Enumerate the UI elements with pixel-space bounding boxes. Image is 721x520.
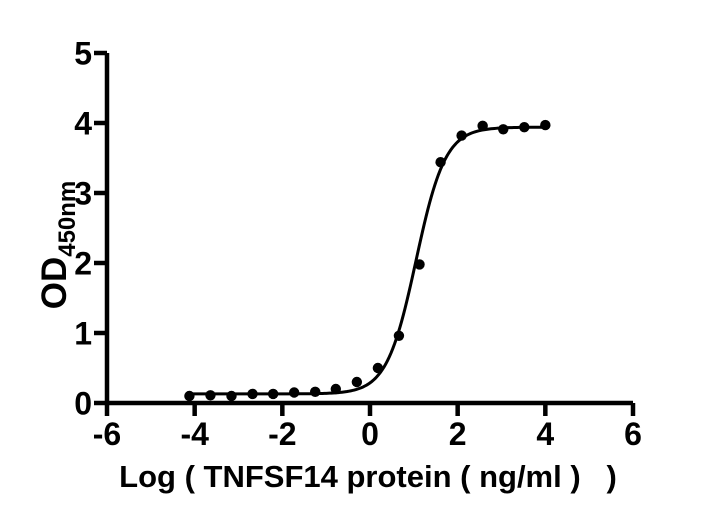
data-point [351, 376, 363, 388]
data-point [414, 259, 425, 270]
x-tick-label: 6 [624, 416, 642, 452]
y-tick-label: 3 [74, 176, 92, 212]
data-point [498, 124, 509, 135]
y-tick-label: 2 [74, 246, 92, 282]
y-axis-title-subscript: 450nm [54, 181, 81, 257]
data-point [184, 390, 195, 402]
plot-area: -6 -4 -2 0 2 4 6 0 1 2 3 4 5 [74, 36, 642, 453]
y-tick-label: 0 [74, 386, 92, 422]
data-point [540, 119, 551, 131]
fit-curve [187, 125, 547, 396]
x-tick-label: -2 [268, 416, 296, 452]
x-tick-label: 0 [361, 416, 379, 452]
x-axis-title: Log ( TNFSF14 protein ( ng/ml ) ) [119, 459, 617, 494]
data-point [288, 387, 300, 398]
data-point [205, 390, 216, 401]
x-tick-label: 4 [536, 416, 554, 452]
y-tick-label: 1 [74, 316, 92, 352]
data-point [247, 388, 258, 400]
y-axis-title-main: OD [35, 257, 74, 310]
y-tick-label: 5 [74, 36, 92, 72]
data-point [310, 386, 321, 397]
data-point [456, 130, 467, 141]
x-tick-label: -4 [180, 416, 209, 452]
data-point [477, 120, 488, 131]
data-point [393, 330, 405, 341]
data-point [519, 122, 530, 133]
data-point [267, 388, 279, 400]
y-tick-label: 4 [74, 106, 92, 142]
x-tick-label: -6 [93, 416, 121, 452]
data-point [226, 390, 237, 402]
data-point [372, 362, 384, 374]
axes-spine [104, 53, 633, 406]
data-point [330, 383, 342, 395]
data-point [435, 157, 446, 168]
y-axis-title: OD450nm [35, 181, 81, 310]
x-tick-label: 2 [449, 416, 467, 452]
